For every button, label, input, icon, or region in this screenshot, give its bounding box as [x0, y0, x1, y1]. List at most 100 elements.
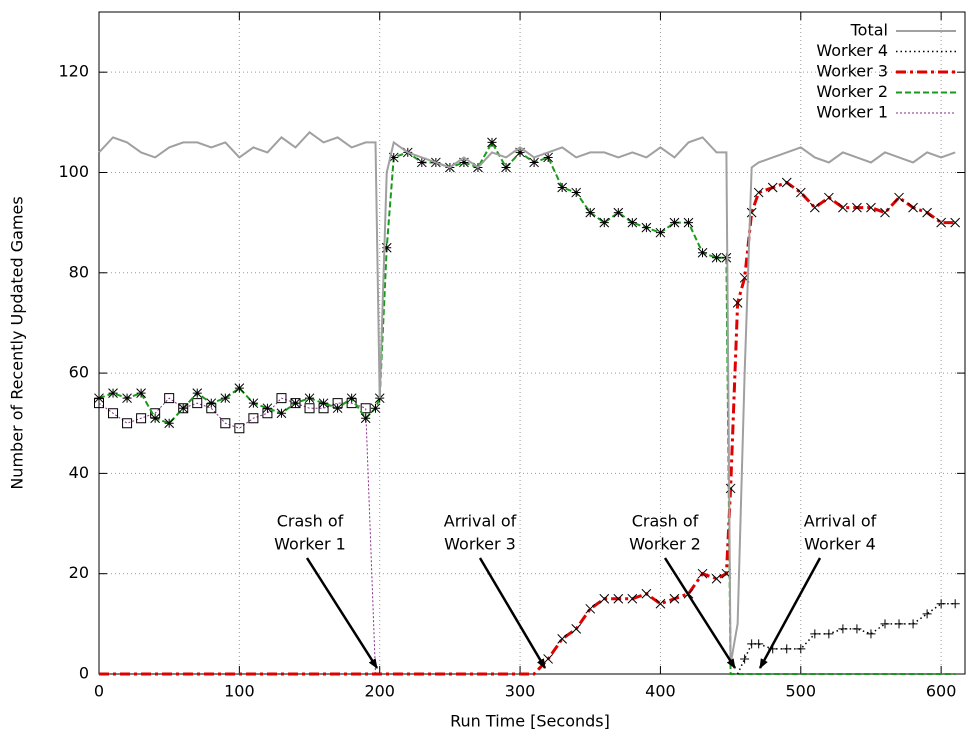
data-point	[922, 207, 932, 218]
x-tick-label: 100	[224, 682, 255, 701]
data-point	[683, 217, 694, 228]
x-axis-label: Run Time [Seconds]	[450, 712, 610, 731]
data-point	[767, 182, 778, 193]
data-point	[557, 634, 568, 644]
data-point	[782, 644, 792, 654]
data-point	[908, 202, 918, 213]
data-point	[360, 413, 371, 424]
y-tick-label: 0	[79, 664, 89, 683]
x-tick-label: 200	[364, 682, 395, 701]
legend-label: Worker 2	[816, 82, 888, 101]
y-tick-label: 100	[58, 162, 89, 181]
data-point	[740, 654, 750, 664]
data-point	[732, 298, 743, 308]
data-point	[150, 413, 160, 424]
data-point	[276, 393, 287, 404]
legend-label: Worker 4	[816, 41, 888, 60]
y-tick-label: 20	[69, 563, 89, 582]
data-point	[852, 202, 862, 213]
data-point	[669, 593, 680, 604]
data-point	[416, 157, 427, 168]
data-point	[585, 207, 596, 218]
data-point	[234, 383, 245, 393]
data-point	[725, 483, 736, 494]
y-tick-label: 120	[58, 62, 89, 81]
legend-label: Worker 3	[816, 62, 888, 81]
x-tick-label: 400	[645, 682, 676, 701]
data-point	[290, 398, 301, 409]
data-point	[809, 202, 820, 213]
data-point	[641, 222, 652, 233]
data-point	[754, 639, 764, 649]
x-tick-label: 300	[505, 682, 536, 701]
data-point	[515, 147, 525, 158]
annotation: Arrival of	[804, 512, 877, 531]
y-axis-label: Number of Recently Updated Games	[8, 196, 27, 489]
data-point	[108, 388, 118, 399]
data-point	[543, 152, 553, 163]
data-point	[262, 403, 273, 414]
data-point	[781, 177, 792, 188]
data-point	[824, 629, 834, 639]
data-point	[346, 393, 357, 404]
data-point	[164, 418, 175, 429]
data-point	[669, 217, 680, 228]
legend-label: Total	[850, 21, 888, 40]
data-point	[360, 403, 371, 414]
data-point	[501, 162, 511, 173]
data-point	[627, 217, 638, 228]
data-point	[641, 588, 652, 599]
data-point	[164, 393, 175, 404]
data-point	[571, 624, 582, 634]
data-point	[192, 398, 203, 409]
series-line	[98, 140, 956, 675]
data-point	[585, 603, 596, 614]
data-point	[613, 207, 624, 218]
data-point	[318, 398, 329, 409]
data-point	[796, 644, 806, 654]
data-point	[381, 242, 392, 253]
annotation: Arrival of	[444, 512, 517, 531]
data-point	[936, 599, 946, 609]
data-point	[276, 408, 287, 419]
data-point	[655, 598, 666, 609]
y-tick-label: 80	[69, 262, 89, 281]
data-point	[136, 413, 147, 424]
data-point	[711, 573, 722, 584]
annotation-arrow	[758, 557, 822, 669]
x-tick-label: 0	[94, 682, 104, 701]
data-point	[248, 413, 259, 424]
data-point	[529, 157, 539, 168]
data-point	[697, 568, 708, 579]
data-point	[388, 152, 399, 163]
data-point	[599, 217, 610, 228]
data-point	[248, 398, 259, 409]
annotation-arrow	[478, 557, 547, 669]
series-line	[736, 603, 956, 675]
data-point	[838, 624, 848, 634]
x-tick-label: 500	[786, 682, 817, 701]
data-point	[122, 418, 133, 429]
data-point	[557, 182, 568, 193]
data-point	[894, 619, 904, 629]
data-point	[543, 654, 553, 664]
annotation: Worker 3	[444, 535, 516, 554]
data-point	[262, 408, 273, 419]
data-point	[178, 403, 189, 414]
data-point	[795, 187, 806, 198]
data-point	[487, 137, 497, 148]
plot-frame	[98, 11, 966, 675]
data-point	[613, 593, 624, 604]
data-point	[136, 388, 146, 399]
data-point	[206, 398, 217, 409]
data-point	[108, 408, 119, 419]
data-point	[459, 157, 469, 168]
y-tick-label: 60	[69, 363, 89, 382]
data-point	[880, 619, 890, 629]
data-point	[332, 403, 343, 414]
data-point	[894, 192, 904, 203]
data-point	[178, 403, 189, 414]
data-point	[866, 202, 876, 213]
series-line	[99, 180, 956, 676]
annotation: Worker 2	[629, 535, 701, 554]
